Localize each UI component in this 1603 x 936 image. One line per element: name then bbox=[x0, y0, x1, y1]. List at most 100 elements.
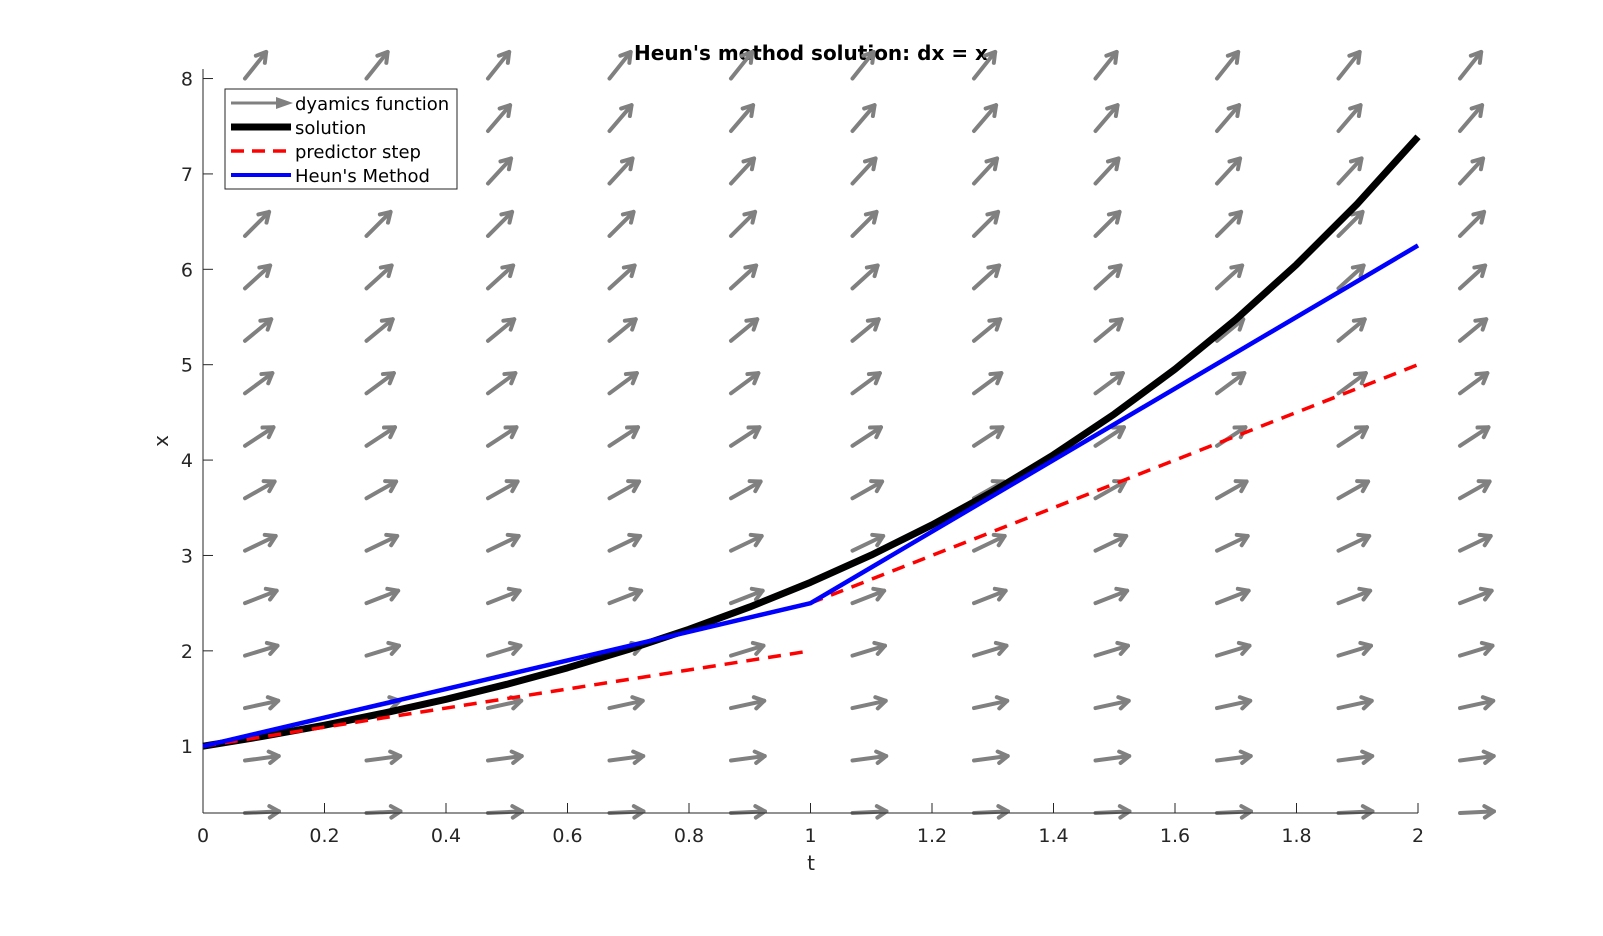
quiver-arrow bbox=[486, 317, 517, 343]
quiver-arrow bbox=[850, 586, 887, 606]
quiver-arrow bbox=[1458, 156, 1486, 186]
quiver-arrow bbox=[486, 156, 514, 186]
quiver-arrow bbox=[972, 425, 1005, 448]
legend-label-predictor: predictor step bbox=[295, 142, 421, 163]
quiver-arrow bbox=[729, 479, 763, 501]
quiver-arrow bbox=[850, 156, 878, 186]
quiver-arrow bbox=[1215, 49, 1241, 81]
quiver-arrow bbox=[243, 695, 281, 711]
x-tick-label: 1.2 bbox=[917, 825, 947, 847]
quiver-arrow bbox=[729, 532, 764, 553]
quiver-arrow bbox=[607, 263, 637, 291]
x-tick-label: 1 bbox=[804, 825, 816, 847]
quiver-arrow bbox=[364, 317, 395, 343]
x-tick-label: 2 bbox=[1412, 825, 1424, 847]
quiver-arrow bbox=[486, 103, 513, 133]
quiver-arrow bbox=[607, 49, 633, 81]
quiver-arrow bbox=[243, 586, 279, 606]
quiver-arrow bbox=[1093, 371, 1125, 396]
y-tick-label: 7 bbox=[181, 164, 193, 186]
x-axis-label: t bbox=[807, 851, 815, 875]
quiver-arrow bbox=[850, 695, 888, 711]
chart-title: Heun's method solution: dx = x bbox=[634, 41, 988, 65]
quiver-arrow bbox=[1093, 49, 1119, 81]
quiver-arrow bbox=[1336, 317, 1367, 343]
x-tick-label: 0.6 bbox=[552, 825, 582, 847]
quiver-arrow bbox=[243, 532, 278, 553]
quiver-arrow bbox=[850, 640, 888, 658]
quiver-arrow bbox=[1336, 263, 1366, 291]
quiver-arrow bbox=[486, 49, 512, 81]
quiver-arrow bbox=[1458, 640, 1495, 658]
quiver-arrow bbox=[729, 49, 755, 81]
quiver-arrow bbox=[1093, 156, 1121, 186]
quiver-arrow bbox=[1215, 263, 1245, 291]
quiver-arrow bbox=[1458, 371, 1490, 396]
quiver-arrow bbox=[1458, 209, 1487, 238]
quiver-arrow bbox=[972, 209, 1001, 238]
quiver-arrow bbox=[243, 49, 269, 81]
quiver-arrow bbox=[486, 586, 522, 606]
quiver-arrow bbox=[243, 317, 274, 343]
quiver-arrow bbox=[1458, 49, 1484, 81]
quiver-arrow bbox=[972, 103, 999, 133]
legend-label-dynamics: dyamics function bbox=[295, 94, 449, 115]
y-tick-label: 2 bbox=[181, 641, 193, 663]
quiver-arrow bbox=[729, 209, 758, 238]
quiver-arrow bbox=[364, 749, 403, 765]
quiver-arrow bbox=[486, 209, 515, 238]
quiver-arrow bbox=[364, 209, 393, 238]
quiver-arrow bbox=[850, 103, 877, 133]
quiver-arrow bbox=[1215, 532, 1250, 553]
legend-box bbox=[224, 88, 458, 190]
quiver-arrow bbox=[1458, 103, 1485, 133]
y-tick-label: 1 bbox=[181, 736, 193, 758]
quiver-arrow bbox=[1336, 209, 1365, 238]
quiver-arrow bbox=[729, 586, 765, 606]
x-tick-label: 0.8 bbox=[674, 825, 704, 847]
quiver-arrow bbox=[243, 640, 280, 658]
legend-item-dynamics: dyamics function bbox=[231, 94, 449, 115]
series-solution bbox=[202, 134, 1421, 750]
quiver-arrow bbox=[972, 695, 1010, 711]
quiver-arrow bbox=[729, 749, 767, 765]
quiver-arrow bbox=[1458, 479, 1492, 501]
quiver-arrow bbox=[729, 371, 761, 396]
quiver-arrow bbox=[364, 371, 396, 396]
legend-label-solution: solution bbox=[295, 118, 366, 139]
quiver-arrow bbox=[1336, 156, 1364, 186]
quiver-arrow bbox=[607, 156, 635, 186]
quiver-arrow bbox=[729, 640, 766, 658]
quiver-arrow bbox=[243, 209, 272, 238]
quiver-arrow bbox=[1215, 209, 1244, 238]
quiver-arrow bbox=[1093, 532, 1129, 553]
quiver-arrow bbox=[243, 371, 275, 396]
quiver-arrow bbox=[729, 317, 760, 343]
quiver-arrow bbox=[1093, 317, 1124, 343]
y-tick-label: 3 bbox=[181, 545, 193, 567]
series-predictor-step-segment bbox=[202, 649, 811, 748]
quiver-arrow bbox=[1215, 640, 1252, 658]
legend-item-solution: solution bbox=[231, 118, 366, 139]
quiver-arrow bbox=[364, 263, 394, 291]
quiver-arrow bbox=[364, 640, 402, 658]
quiver-arrow bbox=[486, 425, 519, 448]
quiver-arrow bbox=[972, 586, 1008, 606]
x-tick-label: 0.4 bbox=[431, 825, 461, 847]
quiver-arrow bbox=[1458, 695, 1496, 711]
quiver-arrow bbox=[1336, 103, 1363, 133]
quiver-arrow bbox=[607, 749, 646, 765]
legend-item-predictor: predictor step bbox=[231, 142, 421, 163]
x-ticks: 0 0.2 0.4 0.6 0.8 1 1.2 1.4 1.6 1.8 2 bbox=[197, 803, 1424, 847]
quiver-arrow bbox=[364, 532, 400, 553]
quiver-arrow bbox=[607, 532, 643, 553]
quiver-arrow bbox=[729, 695, 767, 711]
quiver-arrow bbox=[1093, 640, 1131, 658]
quiver-arrow bbox=[850, 371, 882, 396]
quiver-arrow bbox=[607, 479, 642, 501]
quiver-arrow bbox=[486, 532, 521, 553]
y-ticks: 1 2 3 4 5 6 7 8 bbox=[181, 69, 213, 758]
quiver-arrow bbox=[850, 263, 880, 291]
legend-arrow-icon bbox=[276, 97, 293, 109]
